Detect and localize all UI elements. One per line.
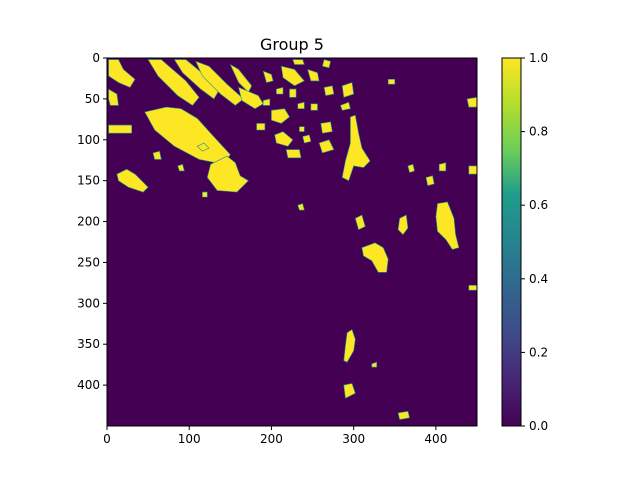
- region-diag-band-b: [147, 59, 200, 106]
- y-tick-label: 400: [77, 378, 100, 392]
- region-bottom-blob: [397, 410, 410, 420]
- y-axis: 0 50 100 150 200 250 300 350 400: [77, 51, 107, 392]
- y-tick-label: 50: [85, 92, 100, 106]
- region-center-slab: [144, 106, 231, 165]
- region-right-mid-1: [354, 214, 366, 231]
- y-tick-label: 0: [92, 51, 100, 65]
- region-small-2: [152, 150, 162, 160]
- region-mid-left-small: [256, 123, 266, 131]
- x-tick-label: 300: [342, 432, 365, 446]
- region-mid-top-8: [289, 88, 297, 98]
- region-lower-left-blob: [116, 168, 149, 193]
- region-right-edge-top: [466, 96, 477, 108]
- region-low-blob: [343, 383, 356, 399]
- region-left-bar: [108, 124, 132, 134]
- region-mid-top-3: [307, 68, 320, 82]
- region-mid-top-7: [276, 87, 284, 95]
- colorbar-tick-label: 0.8: [529, 125, 548, 139]
- region-mid-top-4: [322, 59, 331, 69]
- colorbar-tick-label: 0.6: [529, 198, 548, 212]
- y-tick-label: 250: [77, 255, 100, 269]
- colorbar-tick-label: 0.0: [529, 419, 548, 433]
- region-mid-lower-a: [274, 131, 294, 147]
- region-diag-band-c: [173, 59, 220, 100]
- y-tick-label: 300: [77, 296, 100, 310]
- y-tick-label: 150: [77, 174, 100, 188]
- region-mid-small-a: [297, 101, 305, 109]
- colorbar-tick-label: 0.2: [529, 345, 548, 359]
- chart-title: Group 5: [260, 35, 324, 54]
- region-left-blob: [108, 88, 119, 106]
- colorbar-axis: 0.0 0.2 0.4 0.6 0.8 1.0: [521, 51, 548, 433]
- x-tick-label: 0: [103, 432, 111, 446]
- colorbar-tick-label: 0.4: [529, 272, 548, 286]
- region-mid-top-5: [292, 59, 305, 65]
- region-mid-right-2: [340, 101, 351, 111]
- region-mid-top-2: [280, 65, 305, 87]
- region-diag-band-a: [108, 59, 136, 88]
- region-small-3: [177, 163, 185, 172]
- y-tick-label: 100: [77, 133, 100, 147]
- region-right-blob-1: [407, 163, 415, 173]
- x-axis: 0 100 200 300 400: [103, 426, 447, 446]
- region-lower-center-slab: [206, 155, 249, 193]
- region-right-tall: [435, 201, 460, 250]
- region-mid-top-9: [323, 85, 335, 96]
- region-mid-lower-b: [302, 134, 312, 144]
- region-mid-bar-1: [285, 149, 302, 159]
- region-mid-center-dot: [299, 126, 305, 132]
- region-mid-lower-c: [320, 121, 333, 134]
- region-diag-band-d: [195, 60, 244, 106]
- y-tick-label: 200: [77, 215, 100, 229]
- region-mid-bar-2: [318, 139, 335, 154]
- plot-frame: [106, 57, 478, 427]
- region-low-vertical: [343, 329, 356, 363]
- region-right-edge-low: [468, 284, 477, 291]
- colorbar: [501, 57, 522, 427]
- region-right-blob-2: [425, 175, 435, 186]
- region-center-right-dot: [387, 79, 396, 85]
- region-center-vertical: [341, 114, 371, 182]
- region-mid-right-1: [341, 82, 355, 98]
- region-diag-band-f: [238, 86, 264, 110]
- region-right-big: [361, 242, 389, 273]
- region-right-blob-3: [438, 162, 447, 172]
- x-tick-label: 200: [260, 432, 283, 446]
- x-tick-label: 100: [178, 432, 201, 446]
- regions-layer: [108, 59, 477, 420]
- colorbar-tick-label: 1.0: [529, 51, 548, 65]
- region-mid-ring: [271, 108, 290, 124]
- region-right-edge-mid: [468, 165, 477, 175]
- region-right-mid-2: [397, 214, 409, 236]
- region-mid-small-c: [297, 203, 305, 211]
- region-small-4: [202, 191, 208, 198]
- y-tick-label: 350: [77, 337, 100, 351]
- region-mid-top-1: [262, 70, 274, 83]
- region-small-1: [196, 142, 210, 152]
- region-mid-top-6: [262, 98, 271, 106]
- region-mid-small-b: [310, 103, 318, 111]
- x-tick-label: 400: [424, 432, 447, 446]
- region-low-small: [371, 361, 378, 368]
- region-diag-band-e: [229, 63, 253, 93]
